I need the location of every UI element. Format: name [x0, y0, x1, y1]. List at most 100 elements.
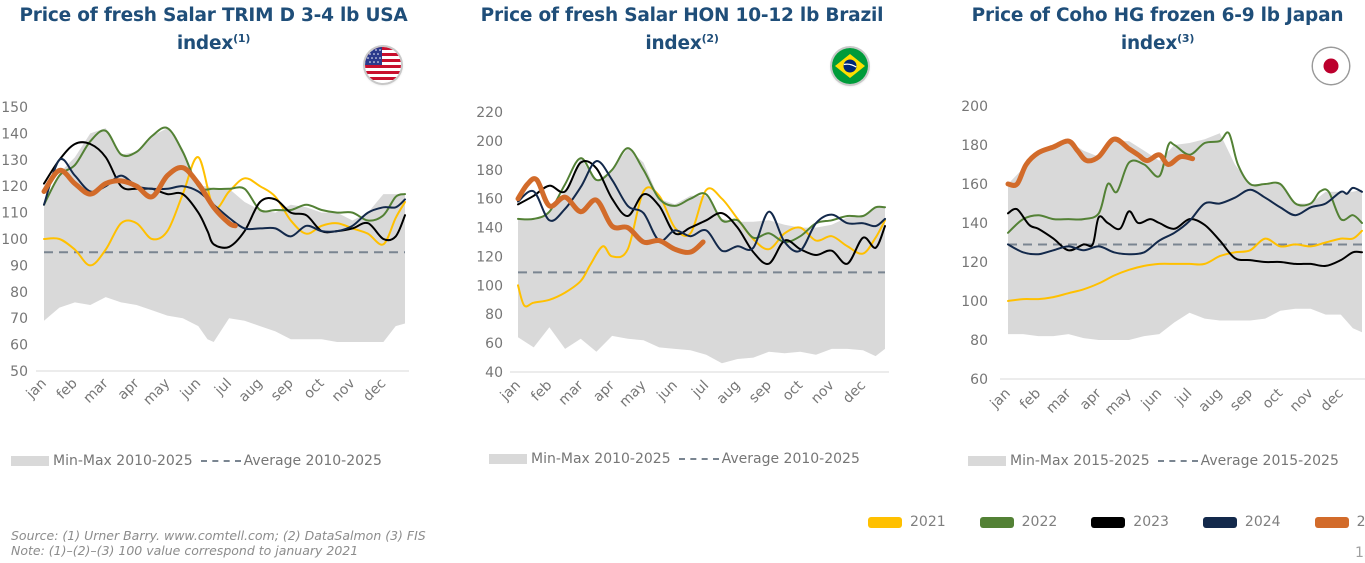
- x-tick-label: dec: [360, 376, 389, 405]
- y-tick-label: 120: [476, 249, 503, 265]
- chart-title-line1: Price of Coho HG frozen 6-9 lb Japan: [971, 5, 1344, 26]
- x-tick-label: jan: [497, 378, 524, 405]
- chart-footnote: (1): [233, 32, 251, 45]
- x-tick-label: apr: [1077, 385, 1105, 413]
- legend-swatch-2021: [868, 516, 902, 528]
- min-max-swatch: [489, 454, 527, 464]
- chart-title-line1: Price of fresh Salar TRIM D 3-4 lb USA: [19, 5, 408, 26]
- y-tick-label: 80: [10, 285, 28, 301]
- x-tick-label: nov: [1287, 386, 1317, 416]
- min-max-swatch: [11, 456, 49, 466]
- chart-title: Price of Coho HG frozen 6-9 lb Japan ind…: [940, 4, 1365, 55]
- chart-legend: Min-Max 2010-2025 Average 2010-2025: [11, 453, 382, 469]
- legend-band-label: Min-Max 2010-2025: [53, 453, 193, 469]
- legend-avg-label: Average 2010-2025: [243, 453, 382, 469]
- x-tick-label: feb: [528, 377, 555, 404]
- series-line-2022: [517, 147, 886, 244]
- series-line-2023: [1007, 207, 1363, 268]
- x-tick-label: aug: [236, 376, 266, 406]
- page-number: 15: [1355, 545, 1365, 561]
- legend-item-2024: 2024: [1202, 514, 1281, 530]
- legend-band-label: Min-Max 2010-2025: [531, 451, 671, 467]
- y-tick-label: 120: [961, 255, 988, 271]
- y-tick-label: 120: [1, 179, 28, 195]
- y-tick-label: 140: [961, 216, 988, 232]
- x-tick-label: feb: [54, 375, 81, 402]
- y-tick-label: 160: [961, 177, 988, 193]
- y-tick-label: 110: [1, 206, 28, 222]
- legend-label-2023: 2023: [1133, 514, 1169, 530]
- x-tick-label: mar: [556, 377, 587, 408]
- x-tick-label: mar: [81, 375, 112, 406]
- legend-label-2024: 2024: [1244, 514, 1281, 530]
- x-tick-label: sep: [1227, 385, 1256, 414]
- y-tick-label: 90: [10, 258, 28, 274]
- year-legend: 2021 2022 2023 2024 2025: [868, 514, 1365, 530]
- series-line-2025: [41, 164, 238, 229]
- legend-swatch-2022: [979, 516, 1014, 528]
- x-tick-label: apr: [115, 375, 143, 403]
- min-max-swatch: [968, 456, 1006, 466]
- series-line-2024: [517, 160, 886, 253]
- source-text: Source: (1) Urner Barry. www.comtell.com…: [11, 528, 426, 543]
- x-tick-label: jan: [987, 386, 1014, 413]
- series-line-2021: [517, 186, 886, 308]
- x-tick-label: jul: [688, 378, 712, 402]
- series-line-2022: [43, 126, 406, 222]
- y-tick-label: 80: [485, 307, 503, 323]
- x-tick-label: dec: [840, 378, 869, 407]
- chart-footnote: (3): [1177, 32, 1195, 45]
- legend-item-2022: 2022: [979, 514, 1058, 530]
- series-line-2024: [1007, 186, 1363, 256]
- series-line-2021: [1007, 229, 1363, 302]
- legend-item-2025: 2025: [1314, 514, 1365, 530]
- x-tick-label: jun: [1138, 386, 1165, 413]
- average-dash-swatch: [1157, 460, 1198, 462]
- legend-item-2021: 2021: [868, 514, 946, 530]
- chart-legend: Min-Max 2015-2025 Average 2015-2025: [968, 453, 1339, 469]
- min-max-band: [1008, 133, 1362, 340]
- y-tick-label: 50: [10, 364, 28, 380]
- chart-title-line1: Price of fresh Salar HON 10-12 lb Brazil: [480, 5, 884, 26]
- chart-title-line2: index: [645, 33, 702, 55]
- x-tick-label: jul: [211, 376, 235, 400]
- brazil-flag-icon: [832, 48, 868, 84]
- average-dash-swatch: [678, 458, 719, 460]
- x-tick-label: may: [617, 378, 650, 411]
- legend-label-2022: 2022: [1021, 514, 1058, 530]
- chart-legend: Min-Max 2010-2025 Average 2010-2025: [489, 451, 860, 467]
- x-tick-label: mar: [1043, 385, 1074, 416]
- y-tick-label: 140: [476, 221, 503, 237]
- chart-panel-brazil: Price of fresh Salar HON 10-12 lb Brazil…: [470, 0, 910, 480]
- legend-label-2025: 2025: [1356, 514, 1365, 530]
- legend-item-2023: 2023: [1091, 514, 1169, 530]
- y-tick-label: 100: [1, 232, 28, 248]
- x-tick-label: jun: [653, 378, 680, 405]
- source-note: Source: (1) Urner Barry. www.comtell.com…: [11, 528, 426, 558]
- x-tick-label: aug: [714, 378, 744, 408]
- y-tick-label: 140: [1, 126, 28, 142]
- series-line-2025: [1005, 136, 1196, 188]
- x-tick-label: aug: [1196, 386, 1226, 416]
- chart-title-line2: index: [176, 33, 234, 55]
- chart-title: Price of fresh Salar HON 10-12 lb Brazil…: [454, 4, 910, 55]
- y-tick-label: 60: [485, 336, 503, 352]
- y-tick-label: 150: [1, 100, 28, 116]
- usa-flag-icon: [365, 47, 401, 83]
- x-tick-label: jul: [1172, 386, 1196, 410]
- legend-band-label: Min-Max 2015-2025: [1010, 453, 1150, 469]
- x-tick-label: apr: [590, 377, 618, 405]
- chart-panel-usa: Price of fresh Salar TRIM D 3-4 lb USA i…: [0, 0, 455, 480]
- legend-avg-label: Average 2010-2025: [721, 451, 860, 467]
- legend-label-2021: 2021: [910, 514, 946, 530]
- series-line-2023: [517, 160, 886, 265]
- y-tick-label: 180: [961, 138, 988, 154]
- series-line-2025: [515, 176, 706, 255]
- series-line-2022: [1007, 131, 1363, 234]
- x-tick-label: jun: [177, 376, 204, 403]
- legend-avg-label: Average 2015-2025: [1200, 453, 1339, 469]
- chart-footnote: (2): [701, 32, 719, 45]
